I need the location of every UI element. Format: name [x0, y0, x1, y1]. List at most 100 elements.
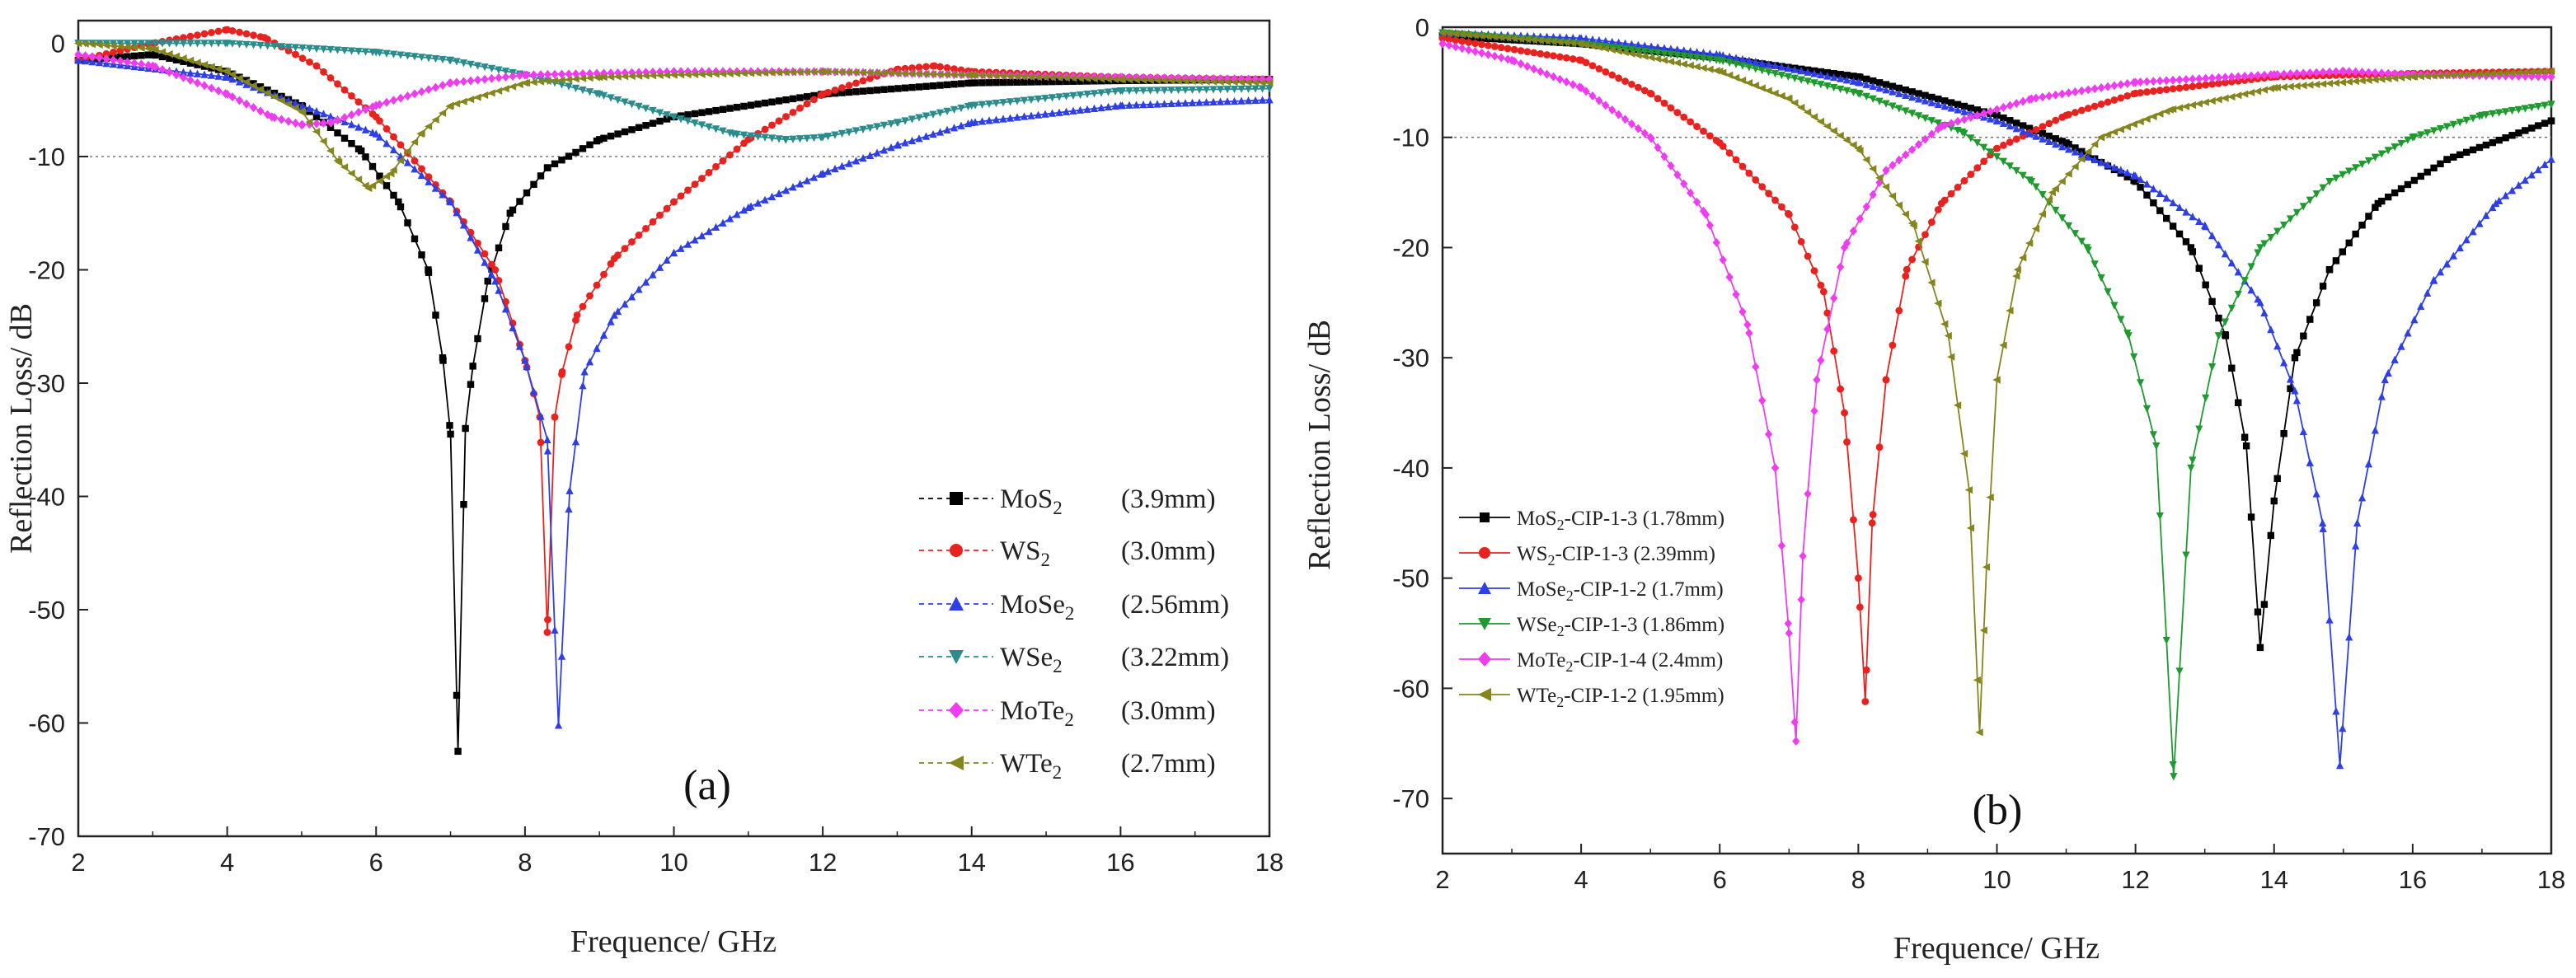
data-point	[1843, 72, 1851, 79]
data-point	[1901, 210, 1909, 218]
data-point	[2227, 259, 2236, 267]
data-point	[1125, 87, 1133, 96]
data-point	[1784, 73, 1792, 81]
data-point	[1986, 493, 1994, 502]
data-point	[1621, 115, 1630, 124]
series-markers-b-4	[1438, 39, 2555, 746]
data-point	[1125, 101, 1133, 109]
data-point	[2358, 68, 2367, 77]
data-point	[2462, 148, 2470, 157]
data-point	[137, 44, 145, 52]
data-point	[509, 72, 517, 82]
data-point	[971, 118, 979, 126]
data-point	[460, 501, 467, 508]
y-tick-label-a: -40	[28, 483, 65, 512]
data-point	[670, 198, 678, 206]
data-point	[362, 153, 369, 161]
data-point	[1167, 87, 1175, 95]
data-point	[1908, 145, 1917, 155]
data-point	[2306, 458, 2314, 466]
data-point	[277, 96, 285, 105]
data-point	[718, 70, 727, 78]
data-point	[732, 69, 741, 77]
data-point	[2279, 69, 2288, 79]
data-point	[845, 82, 853, 90]
data-point	[305, 104, 314, 112]
data-point	[2123, 123, 2131, 131]
data-point	[781, 136, 791, 144]
data-point	[943, 63, 951, 72]
data-point	[558, 367, 566, 376]
data-point	[684, 186, 692, 194]
data-point	[403, 158, 412, 166]
data-point	[396, 51, 405, 59]
svg-text:MoS2(3.9mm): MoS2 (3.9mm)	[1000, 484, 1216, 518]
data-point	[2527, 104, 2536, 112]
data-point	[894, 69, 902, 77]
data-point	[2291, 354, 2299, 362]
data-point	[1692, 54, 1701, 62]
data-point	[551, 413, 559, 421]
data-point	[1701, 209, 1710, 219]
data-point	[2202, 281, 2209, 288]
data-point	[886, 69, 895, 77]
data-point	[2163, 214, 2170, 222]
data-point	[1041, 110, 1049, 118]
data-point	[291, 119, 300, 128]
data-point	[543, 629, 551, 636]
data-point	[1021, 78, 1028, 86]
data-point	[270, 113, 279, 123]
data-point	[2495, 109, 2503, 117]
data-point	[809, 134, 819, 143]
data-point	[1062, 107, 1071, 115]
data-point	[2527, 68, 2536, 77]
svg-text:WS2-CIP-1-3 (2.39mm): WS2-CIP-1-3 (2.39mm)	[1517, 543, 1715, 569]
data-point	[1732, 60, 1740, 68]
data-point	[361, 105, 370, 115]
data-point	[2488, 69, 2496, 77]
data-point	[1607, 45, 1616, 54]
data-point	[179, 40, 188, 48]
data-point	[2384, 147, 2392, 155]
data-point	[551, 625, 559, 634]
data-point	[1745, 56, 1753, 64]
data-point	[2256, 244, 2264, 252]
legend-item-b-3: WSe2-CIP-1-3 (1.86mm)	[1459, 614, 1724, 639]
data-point	[1237, 74, 1246, 84]
data-point	[1725, 52, 1734, 60]
data-point	[474, 335, 481, 343]
data-point	[2358, 494, 2367, 502]
data-point	[593, 68, 601, 78]
data-point	[2195, 74, 2203, 84]
data-point	[768, 121, 776, 129]
data-point	[396, 203, 405, 211]
data-point	[1152, 76, 1161, 85]
data-point	[1836, 262, 1845, 272]
data-point	[2064, 145, 2073, 153]
data-point	[607, 132, 615, 140]
data-point	[1823, 325, 1832, 335]
data-point	[852, 68, 860, 77]
data-point	[1751, 82, 1759, 90]
data-point	[984, 72, 993, 80]
data-point	[1076, 74, 1084, 82]
data-point	[2027, 94, 2036, 104]
data-point	[1973, 676, 1981, 685]
data-point	[1712, 237, 1720, 247]
data-point	[2175, 75, 2184, 85]
data-point	[2489, 138, 2496, 147]
data-point	[922, 112, 931, 120]
data-point	[298, 44, 307, 53]
data-point	[2331, 78, 2340, 87]
data-point	[1973, 164, 1982, 172]
data-point	[2247, 71, 2255, 81]
data-point	[2534, 102, 2542, 111]
data-point	[2256, 643, 2264, 652]
data-point	[565, 486, 574, 494]
data-point	[915, 63, 923, 72]
data-point	[725, 214, 734, 222]
data-point	[2319, 283, 2327, 290]
data-point	[690, 70, 699, 79]
data-point	[2371, 153, 2380, 161]
series-group-b	[1438, 28, 2555, 781]
